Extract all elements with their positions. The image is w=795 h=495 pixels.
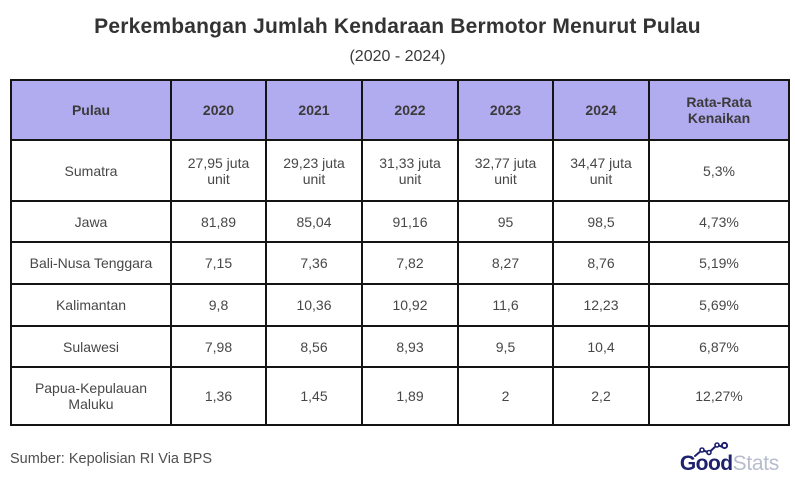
table-cell: 95 [457, 200, 554, 243]
table-cell: 34,47 juta unit [552, 139, 650, 202]
table-cell: 7,36 [265, 241, 363, 285]
table-row: Bali-Nusa Tenggara 7,15 7,36 7,82 8,27 8,76 5,… [10, 241, 790, 285]
table-cell: 8,76 [552, 241, 650, 285]
page-title: Perkembangan Jumlah Kendaraan Bermotor M… [94, 15, 701, 38]
column-header: Rata-Rata Kenaikan [648, 79, 790, 141]
column-header: 2024 [552, 79, 650, 141]
table-cell: 10,4 [552, 325, 650, 368]
column-header: 2021 [265, 79, 363, 141]
column-header: 2023 [457, 79, 554, 141]
table-cell: 27,95 juta unit [170, 139, 267, 202]
table-row: Sumatra 27,95 juta unit 29,23 juta unit 31,… [10, 139, 790, 202]
row-label: Kalimantan [10, 283, 172, 327]
table-cell: 2 [457, 366, 554, 426]
logo-text-good: Good [679, 452, 733, 475]
table-cell: 4,73% [648, 200, 790, 243]
table-cell: 8,27 [457, 241, 554, 285]
table-cell: 9,5 [457, 325, 554, 368]
page-subtitle: (2020 - 2024) [349, 48, 446, 65]
row-label: Sulawesi [10, 325, 172, 368]
table-cell: 12,27% [648, 366, 790, 426]
table-cell: 5,69% [648, 283, 790, 327]
table-row: Papua-Kepulauan Maluku 1,36 1,45 1,89 2 2,2 12… [10, 366, 790, 426]
table-cell: 91,16 [361, 200, 459, 243]
table-cell: 11,6 [457, 283, 554, 327]
logo-text-stats: Stats [732, 452, 780, 475]
table-cell: 1,89 [361, 366, 459, 426]
table-cell: 81,89 [170, 200, 267, 243]
table-cell: 85,04 [265, 200, 363, 243]
table-cell: 31,33 juta unit [361, 139, 459, 202]
row-label: Papua-Kepulauan Maluku [10, 366, 172, 426]
source-note: Sumber: Kepolisian RI Via BPS [10, 450, 213, 467]
column-header: 2020 [170, 79, 267, 141]
table-header-row: Pulau 2020 2021 2022 2023 2024 Rata-Rata Kenai… [10, 79, 790, 141]
table-cell: 5,3% [648, 139, 790, 202]
table-cell: 1,36 [170, 366, 267, 426]
table-cell: 10,92 [361, 283, 459, 327]
logo-trend-chart-icon [693, 441, 728, 457]
vehicle-table: Pulau 2020 2021 2022 2023 2024 Rata-Rata Kenai… [10, 79, 790, 426]
goodstats-logo: GoodStats [679, 441, 780, 475]
table-cell: 7,15 [170, 241, 267, 285]
table-cell: 8,56 [265, 325, 363, 368]
column-header: 2022 [361, 79, 459, 141]
table-cell: 12,23 [552, 283, 650, 327]
table-cell: 1,45 [265, 366, 363, 426]
table-cell: 7,98 [170, 325, 267, 368]
table-cell: 9,8 [170, 283, 267, 327]
table-cell: 32,77 juta unit [457, 139, 554, 202]
table-body: Sumatra 27,95 juta unit 29,23 juta unit 31,… [10, 139, 790, 426]
column-header: Pulau [10, 79, 172, 141]
table-cell: 98,5 [552, 200, 650, 243]
table-cell: 8,93 [361, 325, 459, 368]
table-cell: 10,36 [265, 283, 363, 327]
table-row: Jawa 81,89 85,04 91,16 95 98,5 4,73% [10, 200, 790, 243]
row-label: Sumatra [10, 139, 172, 202]
table-cell: 7,82 [361, 241, 459, 285]
row-label: Jawa [10, 200, 172, 243]
row-label: Bali-Nusa Tenggara [10, 241, 172, 285]
footer: Sumber: Kepolisian RI Via BPS GoodStats [10, 441, 785, 475]
table-cell: 6,87% [648, 325, 790, 368]
table-cell: 5,19% [648, 241, 790, 285]
table-cell: 2,2 [552, 366, 650, 426]
table-row: Sulawesi 7,98 8,56 8,93 9,5 10,4 6,87% [10, 325, 790, 368]
table-row: Kalimantan 9,8 10,36 10,92 11,6 12,23 5,69% [10, 283, 790, 327]
table-cell: 29,23 juta unit [265, 139, 363, 202]
